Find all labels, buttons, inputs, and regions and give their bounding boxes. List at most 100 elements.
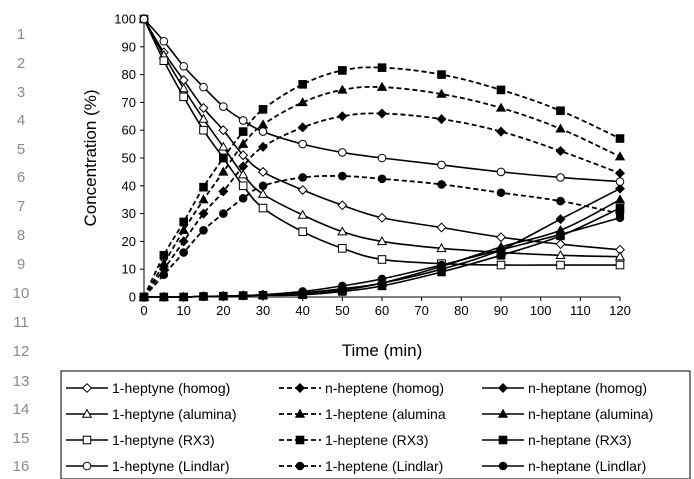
x-tick-label: 20 [216, 303, 230, 318]
x-tick-label: 50 [335, 303, 349, 318]
line-number: 10 [12, 285, 30, 302]
legend-item: 1-heptyne (Lindlar) [66, 458, 230, 474]
line-number: 11 [13, 314, 29, 331]
line-number: 16 [12, 458, 30, 475]
data-point [377, 153, 387, 163]
data-point [159, 36, 169, 46]
y-tick-label: 10 [122, 262, 136, 277]
data-point [615, 134, 625, 143]
data-point [257, 141, 269, 152]
legend-marker [498, 435, 508, 445]
series-line [143, 18, 620, 266]
data-point [496, 245, 506, 255]
data-point [556, 106, 565, 116]
data-point [238, 181, 248, 191]
data-point [556, 173, 565, 182]
data-point [198, 102, 209, 113]
y-tick-label: 90 [122, 39, 136, 54]
legend-marker [295, 461, 305, 471]
data-point [297, 209, 308, 219]
legend-label: 1-heptyne (homog) [112, 380, 230, 396]
data-point [376, 212, 388, 223]
data-point [556, 260, 565, 270]
series-10 [139, 14, 625, 186]
x-tick-label: 70 [414, 303, 428, 318]
data-point [179, 292, 188, 302]
x-tick-label: 60 [375, 303, 389, 318]
y-tick-label: 80 [122, 67, 136, 82]
series-8 [139, 63, 625, 302]
data-point [614, 183, 626, 194]
line-number: 2 [16, 55, 26, 72]
y-tick-label: 30 [122, 206, 136, 221]
data-point [238, 127, 248, 136]
legend-item: n-heptane (Lindlar) [482, 458, 646, 474]
x-tick-label: 30 [256, 303, 270, 318]
x-tick-label: 110 [570, 303, 591, 318]
data-point [219, 209, 228, 218]
data-point [495, 102, 507, 112]
data-point [219, 291, 228, 301]
data-point [178, 224, 189, 235]
data-point [495, 126, 507, 137]
data-point [556, 196, 565, 206]
data-point [298, 80, 307, 89]
data-point [337, 226, 348, 236]
data-point [258, 127, 268, 136]
legend-marker [295, 435, 305, 445]
data-point [179, 248, 188, 257]
line-number: 9 [16, 256, 26, 273]
line-number: 6 [16, 169, 26, 186]
data-point [179, 92, 188, 102]
data-point [198, 113, 209, 123]
data-point [376, 108, 388, 119]
legend-item: 1-heptene (Lindlar) [279, 458, 443, 474]
legend-marker [82, 435, 92, 445]
data-point [614, 251, 626, 261]
data-point [238, 194, 248, 203]
data-point [496, 188, 506, 198]
data-point [377, 63, 387, 72]
data-point [436, 88, 447, 98]
data-point [337, 84, 348, 94]
legend-label: 1-heptene (RX3) [325, 432, 429, 448]
data-point [615, 260, 625, 270]
legend-label: 1-heptyne (Lindlar) [112, 458, 230, 474]
data-point [258, 105, 268, 114]
data-point [159, 56, 169, 66]
legend-item: n-heptene (homog) [279, 380, 444, 396]
legend-item: n-heptane (homog) [482, 380, 647, 396]
data-point [338, 66, 347, 75]
data-point [496, 260, 506, 270]
legend-marker [82, 461, 92, 471]
chart-axes: 0 10 20 30 40 50 60 70 80 90 100 110 120 0 10 20 30 40 50 6… [114, 12, 631, 319]
y-tick-label: 50 [122, 151, 136, 166]
data-point [199, 292, 208, 301]
data-point [614, 194, 626, 204]
data-point [338, 281, 347, 291]
line-number: 15 [12, 430, 30, 447]
data-point [238, 150, 249, 161]
legend-label: n-heptane (alumina) [528, 406, 653, 422]
data-point [436, 222, 447, 233]
data-point [377, 174, 387, 184]
line-number: 3 [16, 84, 26, 101]
y-tick-label: 60 [122, 123, 136, 138]
y-tick-label: 0 [129, 290, 136, 305]
data-point [198, 194, 209, 204]
line-number: 1 [16, 26, 26, 43]
data-point [437, 180, 446, 189]
series-7 [139, 14, 625, 270]
data-point [199, 182, 208, 192]
data-point [555, 249, 566, 260]
data-point [258, 290, 268, 300]
data-point [159, 292, 169, 302]
data-point [178, 236, 189, 247]
legend-item: 1-heptyne (homog) [66, 380, 230, 396]
data-point [298, 173, 307, 182]
x-tick-label: 100 [530, 303, 552, 318]
data-point [258, 181, 268, 191]
data-point [178, 83, 189, 93]
data-point [298, 139, 307, 149]
data-point [238, 116, 248, 125]
